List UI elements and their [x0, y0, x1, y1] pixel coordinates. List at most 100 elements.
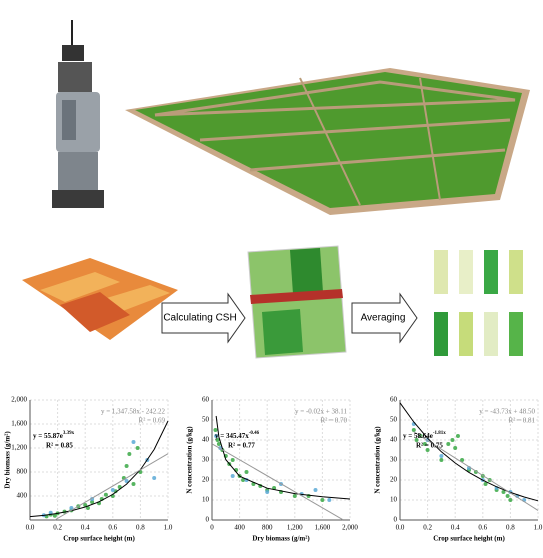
x-tick-label: 1,600: [315, 524, 331, 532]
data-point: [422, 442, 427, 446]
data-point: [508, 498, 513, 502]
data-point: [52, 513, 57, 518]
data-point: [327, 498, 332, 502]
x-tick-label: 2,000: [342, 524, 358, 532]
x-tick-label: 0.8: [136, 524, 145, 532]
x-tick-label: 0.0: [396, 524, 405, 532]
y-tick-label: 0: [206, 516, 210, 524]
data-point: [230, 474, 235, 478]
y-tick-label: 60: [390, 396, 398, 404]
data-point: [439, 454, 444, 458]
y-tick-label: 800: [17, 468, 28, 476]
trend-line: [399, 402, 539, 502]
data-point: [124, 464, 129, 468]
data-point: [85, 506, 90, 510]
equation-base: y = 55.87e: [33, 432, 63, 440]
data-point: [215, 438, 220, 442]
x-tick-label: 1,200: [287, 524, 303, 532]
fit-r2: R² = 0.77: [228, 442, 255, 450]
x-tick-label: 0.6: [108, 524, 117, 532]
trend-line: [211, 443, 344, 521]
data-point: [216, 442, 221, 446]
x-tick-label: 0.2: [53, 524, 62, 532]
y-tick-label: 1,600: [11, 420, 27, 428]
data-point: [110, 488, 115, 492]
data-point: [439, 458, 444, 462]
data-point: [90, 500, 95, 504]
scanner-device: [52, 20, 104, 208]
y-tick-label: 60: [202, 396, 210, 404]
x-tick-label: 800: [262, 524, 273, 532]
y-tick-label: 40: [202, 436, 210, 444]
data-point: [230, 458, 235, 462]
x-tick-label: 0: [210, 524, 214, 532]
data-point: [483, 482, 488, 486]
x-tick-label: 0.0: [26, 524, 35, 532]
x-tick-label: 0.8: [506, 524, 515, 532]
x-tick-label: 1.0: [164, 524, 173, 532]
y-axis-title: Dry biomass (g/m²): [4, 431, 12, 489]
y-axis-title: N concentration (g/kg): [186, 426, 194, 494]
equation-base: y = 345.47x: [215, 432, 249, 440]
linear-equation: R² = 0.70: [321, 417, 348, 425]
y-tick-label: 10: [202, 496, 210, 504]
x-tick-label: 400: [234, 524, 245, 532]
linear-equation: y = -43.73x + 48.50: [479, 408, 535, 416]
trend-line: [54, 453, 169, 521]
canopy-height-image: [247, 245, 347, 359]
data-point: [131, 440, 136, 444]
arrow-label: Averaging: [361, 313, 406, 324]
data-point: [103, 492, 108, 497]
data-point: [414, 438, 419, 442]
y-tick-label: 0: [394, 516, 398, 524]
data-point: [411, 428, 416, 432]
data-point: [320, 498, 325, 502]
data-point: [425, 448, 430, 452]
data-point: [292, 494, 297, 498]
data-point: [213, 428, 218, 432]
data-point: [127, 452, 132, 456]
y-tick-label: 10: [390, 496, 398, 504]
x-tick-label: 0.2: [423, 524, 432, 532]
x-axis-title: Crop surface height (m): [433, 535, 505, 543]
trend-line: [413, 431, 539, 511]
fit-equation: y = 58.64e-1.81x: [403, 431, 446, 439]
data-point: [214, 434, 219, 438]
y-tick-label: 20: [390, 476, 398, 484]
data-point: [455, 434, 460, 438]
equation-exponent: -0.46: [249, 431, 260, 436]
y-tick-label: 50: [202, 416, 210, 424]
linear-equation: y = 1,347.58x - 242.22: [101, 408, 166, 416]
data-point: [265, 490, 270, 494]
x-tick-label: 0.4: [81, 524, 90, 532]
x-tick-label: 0.4: [451, 524, 460, 532]
data-point: [131, 482, 136, 486]
linear-equation: R² = 0.69: [139, 417, 166, 425]
equation-base: y = 58.64e: [403, 432, 433, 440]
data-point: [446, 442, 451, 446]
data-point: [244, 470, 249, 474]
data-point: [450, 438, 455, 442]
x-tick-label: 1.0: [534, 524, 543, 532]
y-tick-label: 400: [17, 492, 28, 500]
trend-line: [215, 415, 351, 500]
arrow-label: Calculating CSH: [163, 313, 236, 324]
equation-exponent: 3.39x: [63, 431, 75, 436]
data-point: [505, 494, 510, 498]
data-point: [453, 446, 458, 450]
data-point: [501, 490, 506, 494]
data-point: [124, 479, 129, 483]
x-tick-label: 0.6: [478, 524, 487, 532]
y-tick-label: 30: [202, 456, 210, 464]
data-point: [135, 446, 140, 450]
plot-averages: [434, 250, 523, 356]
x-axis-title: Crop surface height (m): [63, 535, 135, 543]
y-tick-label: 2,000: [11, 396, 27, 404]
data-point: [83, 503, 88, 507]
linear-equation: R² = 0.81: [509, 417, 536, 425]
fit-r2: R² = 0.75: [416, 442, 443, 450]
y-tick-label: 20: [202, 476, 210, 484]
y-tick-label: 50: [390, 416, 398, 424]
data-point: [241, 478, 246, 482]
